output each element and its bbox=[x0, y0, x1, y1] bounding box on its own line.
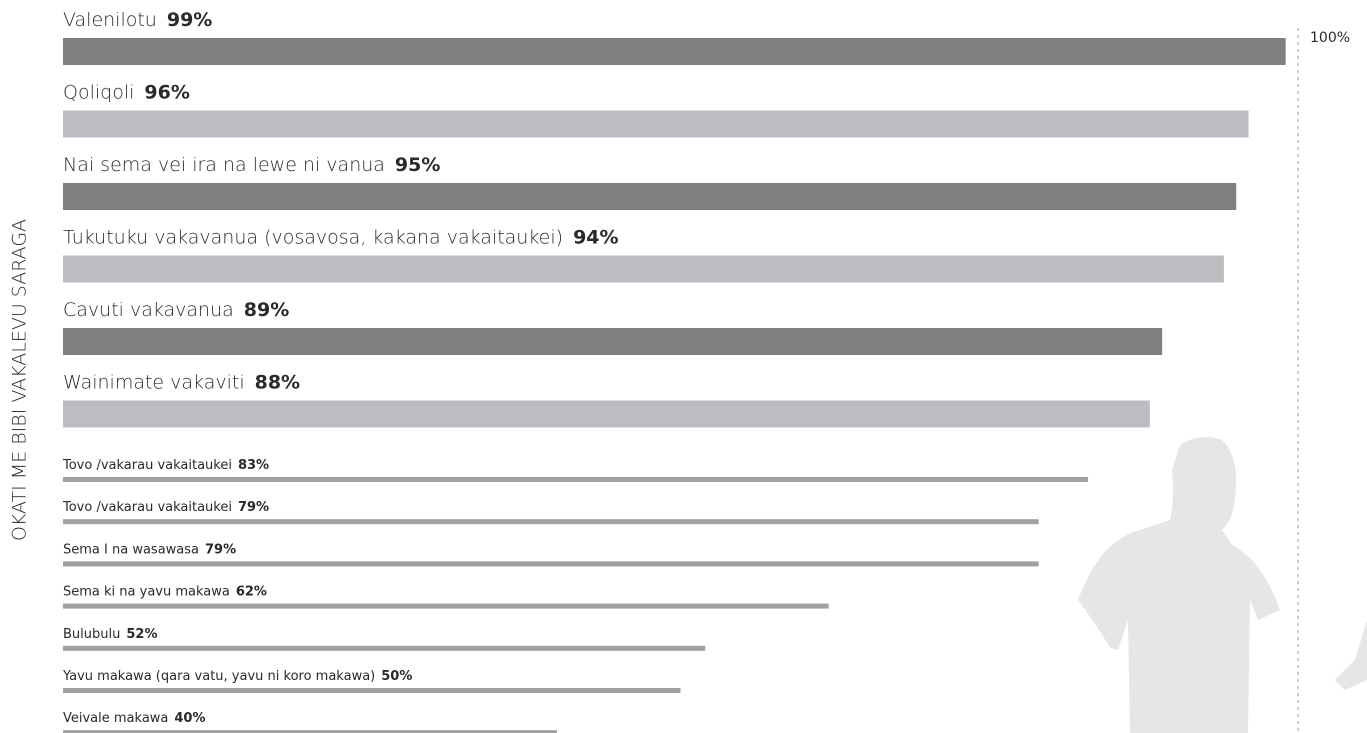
silhouette bbox=[1335, 620, 1367, 690]
bar-label: Tovo /vakarau vakaitaukei 83% bbox=[62, 458, 269, 473]
value-label: 88% bbox=[255, 371, 300, 393]
value-label: 79% bbox=[238, 500, 269, 515]
bar bbox=[63, 477, 1089, 482]
category-label: Veivale makawa bbox=[63, 711, 168, 726]
bar bbox=[63, 110, 1249, 138]
bar-label: Wainimate vakaviti 88% bbox=[63, 371, 300, 393]
bar-label: Yavu makawa (qara vatu, yavu ni koro mak… bbox=[62, 669, 412, 684]
bar-label: Nai sema vei ira na lewe ni vanua 95% bbox=[63, 154, 440, 176]
bar bbox=[63, 183, 1237, 210]
category-label: Sema I na wasawasa bbox=[63, 542, 199, 557]
value-label: 96% bbox=[144, 81, 189, 103]
bar bbox=[63, 645, 706, 651]
bar bbox=[63, 730, 557, 733]
bar-label: Cavuti vakavanua 89% bbox=[63, 299, 289, 321]
bar bbox=[63, 688, 681, 693]
category-label: Wainimate vakaviti bbox=[63, 371, 245, 393]
value-label: 95% bbox=[395, 154, 440, 176]
category-label: Yavu makawa (qara vatu, yavu ni koro mak… bbox=[62, 669, 375, 684]
y-axis-label: OKATI ME BIBI VAKALEVU SARAGA bbox=[9, 219, 31, 541]
category-label: Nai sema vei ira na lewe ni vanua bbox=[63, 154, 385, 176]
bar-label: Qoliqoli 96% bbox=[63, 81, 190, 103]
bar bbox=[63, 561, 1039, 567]
value-label: 62% bbox=[236, 584, 267, 599]
bar-label: Sema ki na yavu makawa 62% bbox=[63, 584, 267, 599]
bar-label: Bulubulu 52% bbox=[63, 626, 157, 641]
category-label: Tovo /vakarau vakaitaukei bbox=[62, 458, 232, 473]
category-label: Bulubulu bbox=[63, 626, 120, 641]
value-label: 83% bbox=[238, 458, 269, 473]
category-label: Cavuti vakavanua bbox=[63, 299, 234, 321]
category-label: Tukutuku vakavanua (vosavosa, kakana vak… bbox=[63, 226, 563, 248]
value-label: 50% bbox=[381, 669, 412, 684]
value-label: 99% bbox=[167, 9, 212, 31]
category-label: Sema ki na yavu makawa bbox=[63, 584, 230, 599]
x-tick-label: 100% bbox=[1310, 30, 1350, 46]
category-label: Valenilotu bbox=[63, 9, 157, 31]
bar-label: Sema I na wasawasa 79% bbox=[63, 542, 236, 557]
bar-label: Tovo /vakarau vakaitaukei 79% bbox=[62, 500, 269, 515]
bar bbox=[63, 400, 1150, 428]
value-label: 52% bbox=[126, 626, 157, 641]
value-label: 40% bbox=[174, 711, 205, 726]
category-label: Tovo /vakarau vakaitaukei bbox=[62, 500, 232, 515]
bar-label: Veivale makawa 40% bbox=[63, 711, 206, 726]
bar bbox=[63, 519, 1039, 525]
bar bbox=[63, 38, 1286, 65]
value-label: 79% bbox=[205, 542, 236, 557]
bar-label: Valenilotu 99% bbox=[63, 9, 212, 31]
bar bbox=[63, 603, 829, 609]
silhouette bbox=[1078, 436, 1280, 733]
value-label: 94% bbox=[573, 226, 618, 248]
bar bbox=[63, 255, 1224, 283]
value-label: 89% bbox=[244, 299, 289, 321]
bar bbox=[63, 328, 1163, 355]
bar-label: Tukutuku vakavanua (vosavosa, kakana vak… bbox=[63, 226, 619, 248]
category-label: Qoliqoli bbox=[63, 81, 134, 103]
